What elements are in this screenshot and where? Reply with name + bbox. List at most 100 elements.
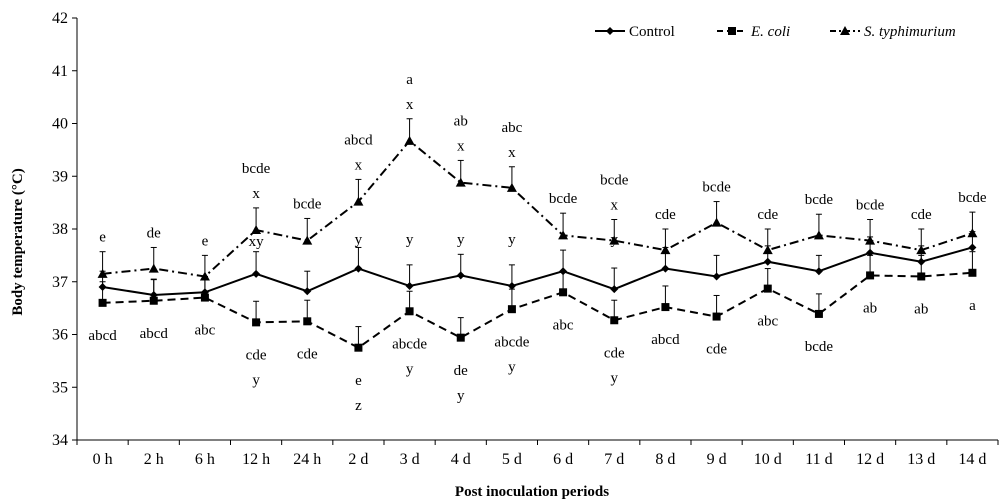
data-point-square	[456, 333, 465, 342]
significance-label: de	[454, 363, 469, 379]
y-tick-label: 39	[52, 168, 68, 185]
data-point-diamond	[456, 271, 465, 280]
data-point-square	[712, 312, 721, 321]
significance-label: bcde	[242, 161, 271, 177]
significance-label: cde	[655, 207, 676, 223]
data-point-diamond	[610, 285, 619, 294]
data-point-triangle	[199, 271, 210, 281]
data-point-square	[610, 316, 619, 325]
data-point-triangle	[251, 225, 262, 235]
x-tick-label: 6 h	[195, 451, 215, 468]
series-line	[102, 246, 973, 296]
significance-label: bcde	[958, 190, 987, 206]
data-point-triangle	[506, 182, 517, 192]
significance-label: x	[406, 97, 414, 113]
data-point-triangle	[353, 196, 364, 206]
data-point-square	[814, 309, 823, 318]
data-point-square	[917, 272, 926, 281]
data-point-diamond	[814, 267, 823, 276]
significance-label: x	[508, 145, 516, 161]
significance-label: abc	[757, 314, 778, 330]
data-point-square	[728, 27, 736, 35]
significance-label: de	[147, 225, 162, 241]
data-point-square	[149, 296, 158, 305]
data-point-triangle	[609, 235, 620, 245]
data-point-square	[866, 271, 875, 280]
significance-label: x	[457, 138, 465, 154]
series-layer	[97, 118, 978, 352]
x-axis-label: Post inoculation periods	[455, 484, 609, 500]
significance-label: cde	[246, 347, 267, 363]
significance-label: bcde	[600, 173, 629, 189]
x-tick-label: 3 d	[400, 451, 420, 468]
data-point-diamond	[405, 281, 414, 290]
y-tick-label: 42	[52, 10, 68, 27]
legend-label: Control	[629, 24, 675, 40]
y-tick-label: 37	[52, 274, 68, 291]
data-point-triangle	[148, 263, 159, 273]
data-point-triangle	[967, 228, 978, 238]
y-tick-label: 36	[52, 327, 68, 344]
significance-label: e	[202, 233, 209, 249]
data-point-diamond	[303, 287, 312, 296]
significance-label: y	[406, 361, 414, 377]
x-tick-label: 12 h	[242, 451, 270, 468]
series-0	[98, 231, 977, 299]
data-point-square	[763, 284, 772, 293]
significance-label: y	[406, 232, 414, 248]
significance-label: y	[457, 232, 465, 248]
x-tick-label: 2 h	[144, 451, 164, 468]
significance-label: y	[457, 388, 465, 404]
x-tick-label: 24 h	[293, 451, 321, 468]
x-tick-label: 11 d	[805, 451, 832, 468]
significance-label: abcde	[494, 334, 529, 350]
x-tick-label: 7 d	[604, 451, 624, 468]
significance-label: bcde	[805, 192, 834, 208]
series-1	[98, 251, 977, 352]
data-point-triangle	[660, 245, 671, 255]
significance-label: ab	[914, 302, 928, 318]
significance-label: a	[406, 72, 413, 88]
significance-label: abc	[502, 120, 523, 136]
y-tick-label: 35	[52, 379, 68, 396]
x-tick-label: 4 d	[451, 451, 471, 468]
x-tick-label: 14 d	[958, 451, 986, 468]
data-point-diamond	[866, 248, 875, 257]
significance-label: y	[355, 232, 363, 248]
significance-label: e	[99, 230, 106, 246]
data-point-triangle	[762, 245, 773, 255]
data-point-triangle	[813, 230, 824, 240]
significance-label: abc	[195, 323, 216, 339]
series-line	[102, 139, 973, 278]
significance-label: x	[252, 186, 260, 202]
significance-label: ab	[863, 301, 877, 317]
series-2	[97, 118, 978, 281]
significance-label: x	[611, 198, 619, 214]
data-point-triangle	[97, 268, 108, 278]
x-tick-label: 10 d	[754, 451, 782, 468]
significance-label: ab	[454, 113, 468, 129]
data-point-triangle	[558, 230, 569, 240]
data-point-square	[303, 317, 312, 326]
significance-label: abcd	[344, 132, 373, 148]
y-tick-label: 38	[52, 221, 68, 238]
data-point-square	[252, 318, 261, 327]
data-point-diamond	[354, 264, 363, 273]
significance-label: y	[611, 370, 619, 386]
series-line	[102, 271, 973, 349]
y-axis-label: Body temperature (°C)	[10, 168, 26, 315]
significance-label: y	[508, 232, 516, 248]
data-point-square	[968, 268, 977, 277]
y-tick-label: 34	[52, 432, 68, 449]
legend-label: E. coli	[750, 24, 790, 40]
significance-label: bcde	[856, 198, 885, 214]
significance-label: xy	[249, 234, 265, 250]
significance-label: a	[969, 298, 976, 314]
significance-label: cde	[911, 207, 932, 223]
data-point-triangle	[455, 177, 466, 187]
data-point-square	[98, 298, 107, 307]
x-tick-label: 0 h	[93, 451, 113, 468]
x-tick-label: 2 d	[348, 451, 368, 468]
data-point-diamond	[252, 269, 261, 278]
